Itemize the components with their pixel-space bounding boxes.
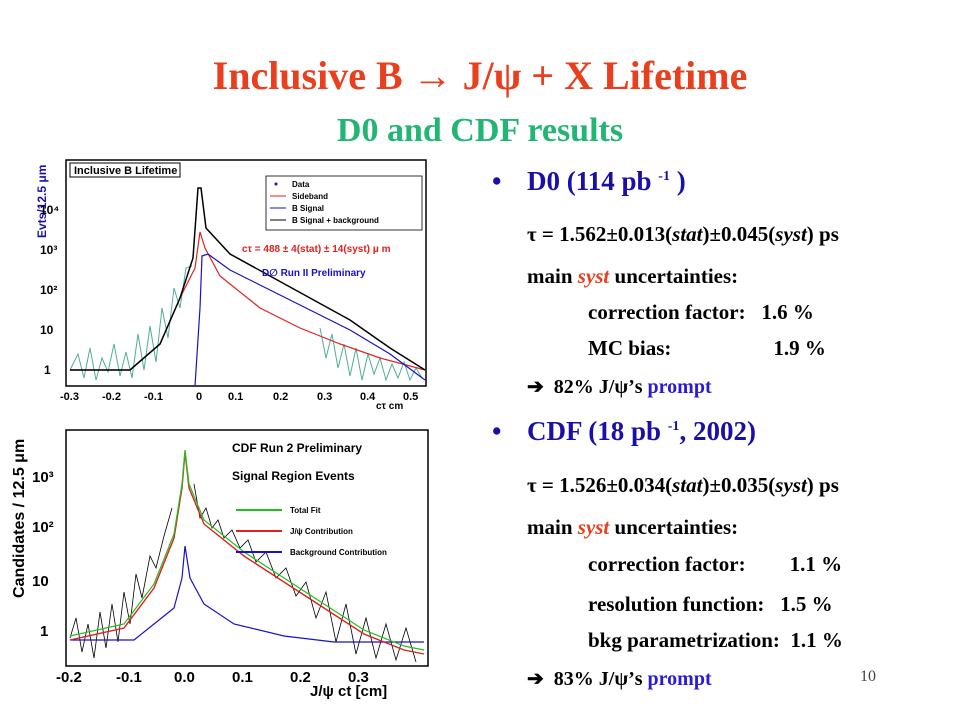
cdf-y-tick: 1: [40, 623, 48, 640]
cdf-legend-item: Total Fit: [290, 506, 321, 515]
cdf-y-axis-label: Candidates / 12.5 μm: [11, 439, 28, 598]
d0-heading: • D0 (114 pb -1 ): [492, 166, 686, 196]
d0-plot-title: Inclusive B Lifetime: [74, 165, 177, 177]
cdf-lifetime-plot: Candidates / 12.5 μm 1 10 10² 10³ -0.2 -…: [4, 428, 444, 700]
cdf-y-tick: 10²: [32, 519, 54, 536]
cdf-x-tick: -0.2: [56, 669, 82, 686]
d0-prompt-fraction: ➔ 82% J/ψ’s prompt: [527, 376, 712, 398]
cdf-legend-item: J/ψ Contribution: [290, 527, 353, 536]
d0-y-tick: 10²: [40, 283, 57, 297]
bullet-icon: •: [492, 416, 502, 446]
cdf-plot-title: CDF Run 2 Preliminary: [232, 441, 362, 455]
arrow-icon: ➔: [527, 668, 544, 690]
d0-x-tick: 0.5: [403, 391, 418, 403]
d0-x-tick: 0.1: [228, 391, 243, 403]
bullet-icon: •: [492, 166, 502, 196]
slide-subtitle: D0 and CDF results: [336, 112, 624, 149]
d0-x-tick: 0.2: [273, 391, 288, 403]
d0-x-tick: -0.3: [60, 391, 79, 403]
d0-y-tick: 10³: [40, 243, 57, 257]
cdf-x-tick: 0.0: [174, 669, 195, 686]
cdf-y-tick: 10³: [32, 469, 54, 486]
d0-legend-item: Sideband: [292, 192, 328, 201]
cdf-main-syst-label: main syst uncertainties:: [527, 515, 739, 539]
d0-uncertainty-item: correction factor: 1.6 %: [588, 300, 814, 324]
d0-x-tick: 0.3: [317, 391, 332, 403]
cdf-x-tick: 0.3: [348, 669, 369, 686]
cdf-x-axis-label: J/ψ ct [cm]: [310, 683, 387, 700]
cdf-x-tick: 0.2: [290, 669, 311, 686]
cdf-plot-subtitle: Signal Region Events: [232, 469, 355, 483]
d0-fit-annotation: cτ = 488 ± 4(stat) ± 14(syst) μ m: [242, 244, 391, 255]
cdf-legend-item: Background Contribution: [290, 548, 387, 557]
cdf-heading: • CDF (18 pb -1, 2002): [492, 416, 756, 446]
d0-y-tick: 10⁴: [40, 203, 59, 217]
cdf-y-tick: 10: [32, 573, 49, 590]
d0-legend-item: B Signal + background: [292, 216, 379, 225]
d0-preliminary-label: D∅ Run II Preliminary: [262, 268, 366, 279]
d0-x-tick: 0.4: [360, 391, 376, 403]
arrow-icon: ➔: [527, 376, 544, 398]
d0-x-axis-label: cτ cm: [376, 401, 403, 410]
d0-tau-value: τ = 1.562±0.013(stat)±0.045(syst) ps: [527, 222, 839, 246]
page-number: 10: [860, 668, 876, 685]
d0-uncertainty-item: MC bias: 1.9 %: [588, 336, 826, 360]
d0-x-tick: -0.2: [102, 391, 121, 403]
d0-x-tick: -0.1: [144, 391, 163, 403]
d0-y-axis-label: Evts/12.5 μm: [35, 165, 49, 238]
slide-title: Inclusive B → J/ψ + X Lifetime: [212, 53, 748, 98]
d0-main-syst-label: main syst uncertainties:: [527, 264, 739, 288]
cdf-x-tick: -0.1: [116, 669, 142, 686]
cdf-uncertainty-item: correction factor: 1.1 %: [588, 552, 843, 576]
d0-y-tick: 10: [40, 323, 54, 337]
cdf-prompt-fraction: ➔ 83% J/ψ’s prompt: [527, 668, 712, 690]
cdf-x-tick: 0.1: [232, 669, 253, 686]
d0-legend-item: Data: [292, 180, 310, 189]
d0-lifetime-plot: Inclusive B Lifetime Evts/12.5 μm 1 10 1…: [30, 158, 440, 410]
d0-y-tick: 1: [44, 363, 51, 377]
d0-x-tick: 0: [196, 391, 202, 403]
d0-legend-item: B Signal: [292, 204, 324, 213]
cdf-uncertainty-item: resolution function: 1.5 %: [588, 592, 833, 616]
cdf-tau-value: τ = 1.526±0.034(stat)±0.035(syst) ps: [527, 473, 839, 497]
cdf-uncertainty-item: bkg parametrization: 1.1 %: [588, 628, 843, 652]
